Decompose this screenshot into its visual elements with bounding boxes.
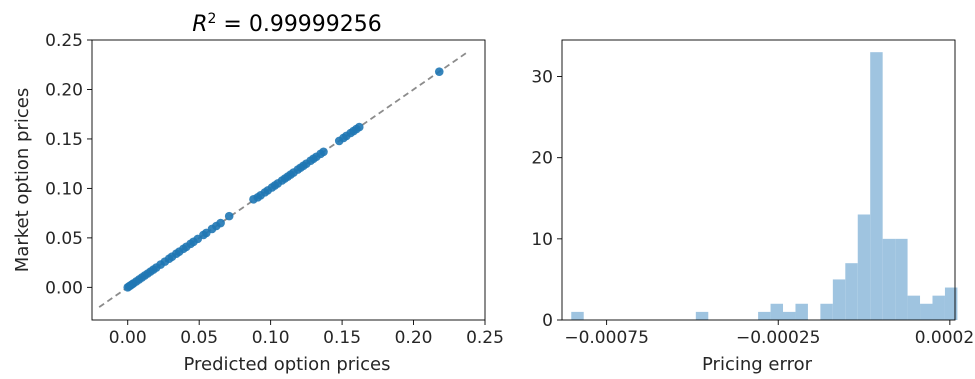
histogram-xlabel: Pricing error: [702, 354, 813, 375]
histogram-bar: [907, 295, 921, 320]
histogram-bar: [882, 238, 896, 320]
histogram-axes-frame: [561, 39, 956, 321]
scatter-point: [224, 211, 234, 221]
histogram-bar: [770, 303, 784, 320]
scatter-ytick-label: 0.15: [45, 130, 83, 150]
histogram-bar: [932, 295, 945, 320]
title-value: = 0.99999256: [216, 12, 381, 37]
histogram-xtick-label: −0.00025: [736, 328, 821, 348]
scatter-ytick-label: 0.00: [45, 278, 83, 298]
histogram-bar: [870, 52, 883, 320]
histogram-bar: [695, 311, 709, 320]
histogram-ticks: −0.00075 −0.00025 0.00025 0 10 20 30: [531, 68, 975, 348]
histogram-bar: [795, 303, 808, 320]
scatter-xlabel: Predicted option prices: [183, 354, 390, 375]
histogram-ytick-label: 20: [531, 149, 553, 169]
scatter-xtick-label: 0.10: [252, 328, 290, 348]
histogram-bar: [820, 303, 833, 320]
scatter-axes-frame: [91, 39, 486, 321]
histogram-bar: [944, 287, 958, 320]
scatter-xtick-label: 0.15: [323, 328, 361, 348]
histogram-bar: [895, 238, 908, 320]
histogram-ytick-label: 0: [542, 311, 553, 331]
histogram-ytick-label: 30: [531, 68, 553, 88]
histogram-xtick-label: −0.00075: [564, 328, 649, 348]
histogram-bar: [571, 311, 584, 320]
histogram-bar: [920, 303, 933, 320]
scatter-panel: R2 = 0.99999256 0.00 0.05 0.10 0.15 0.20 0.25…: [12, 11, 504, 375]
histogram-bar: [758, 311, 771, 320]
scatter-ytick-label: 0.10: [45, 179, 83, 199]
scatter-ticks: 0.00 0.05 0.10 0.15 0.20 0.25 0.00 0.05 0.10 0.15…: [45, 31, 504, 348]
histogram-bar: [783, 311, 796, 320]
histogram-bar: [845, 263, 858, 320]
scatter-xtick-label: 0.05: [180, 328, 218, 348]
scatter-xtick-label: 0.25: [466, 328, 504, 348]
title-superscript: 2: [207, 11, 216, 27]
scatter-ytick-label: 0.05: [45, 229, 83, 249]
scatter-ylabel: Market option prices: [12, 88, 33, 272]
scatter-title: R2 = 0.99999256: [192, 11, 382, 37]
histogram-bar: [832, 279, 846, 320]
histogram-bars: [571, 52, 958, 320]
histogram-bar: [857, 214, 871, 320]
scatter-xtick-label: 0.20: [395, 328, 433, 348]
scatter-ytick-label: 0.25: [45, 31, 83, 51]
scatter-point: [216, 218, 225, 228]
scatter-xtick-label: 0.00: [109, 328, 147, 348]
scatter-point: [319, 147, 328, 157]
scatter-ytick-label: 0.20: [45, 80, 83, 100]
histogram-panel: −0.00075 −0.00025 0.00025 0 10 20 30 Pricing e…: [531, 39, 975, 375]
scatter-point: [354, 122, 364, 132]
title-r-symbol: R: [192, 12, 207, 37]
histogram-ytick-label: 10: [531, 230, 553, 250]
scatter-point: [434, 67, 444, 76]
histogram-xtick-label: 0.00025: [915, 328, 975, 348]
scatter-points: [123, 67, 444, 292]
